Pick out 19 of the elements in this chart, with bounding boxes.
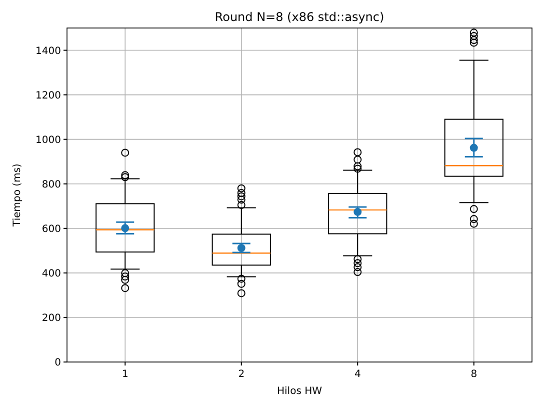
- y-tick-label: 800: [42, 179, 61, 190]
- y-tick-label: 1000: [36, 134, 61, 146]
- y-tick-label: 0: [54, 358, 61, 368]
- x-tick-label: 2: [238, 369, 245, 380]
- y-axis-title: Tiempo (ms): [12, 163, 23, 228]
- x-tick-label: 8: [470, 369, 478, 380]
- y-tick-label: 600: [42, 224, 61, 235]
- y-tick-label: 1200: [36, 90, 61, 102]
- x-axis-title: Hilos HW: [277, 386, 322, 397]
- x-tick-label: 4: [354, 369, 361, 380]
- point: [121, 224, 130, 232]
- point: [237, 244, 246, 252]
- chart-title: Round N=8 (x86 std::async): [214, 10, 384, 24]
- y-tick-label: 200: [42, 312, 61, 324]
- point: [354, 208, 362, 216]
- y-tick-label: 1400: [36, 46, 61, 57]
- point: [470, 144, 478, 152]
- y-tick-label: 400: [42, 268, 61, 280]
- x-tick-label: 1: [122, 369, 128, 380]
